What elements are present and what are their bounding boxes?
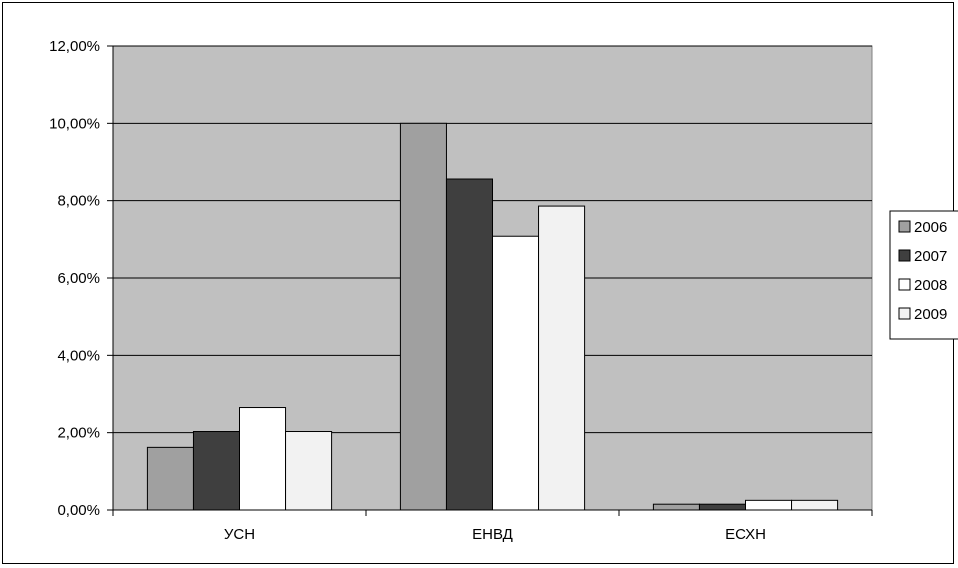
bar-2007-УСН	[192, 431, 240, 511]
legend: 2006 2007 2008 2009	[889, 210, 958, 340]
bar-2006-ЕНВД	[399, 122, 447, 511]
y-tick-label: 4,00%	[57, 347, 100, 364]
bar-2008-ЕНВД	[492, 235, 540, 511]
legend-swatch	[898, 249, 911, 262]
legend-swatch	[898, 278, 911, 291]
category-label: ЕСХН	[725, 526, 766, 543]
y-tick-label: 12,00%	[49, 38, 100, 55]
y-tick-labels: 0,00% 2,00% 4,00% 6,00% 8,00% 10,00% 12,00%	[49, 38, 100, 519]
legend-label: 2009	[914, 306, 947, 323]
legend-label: 2008	[914, 277, 947, 294]
y-tick-label: 0,00%	[57, 502, 100, 519]
category-labels: УСН ЕНВД ЕСХН	[224, 526, 766, 543]
bars	[146, 122, 839, 511]
bar-2009-ЕСХН	[791, 499, 839, 511]
legend-label: 2006	[914, 219, 947, 236]
bar-2008-УСН	[239, 407, 287, 511]
axes	[107, 45, 873, 516]
bar-2008-ЕСХН	[745, 499, 793, 511]
legend-swatch	[898, 220, 911, 233]
category-label: ЕНВД	[472, 526, 513, 543]
bar-2006-ЕСХН	[652, 503, 700, 511]
legend-swatch	[898, 307, 911, 320]
legend-label: 2007	[914, 248, 947, 265]
bar-2009-ЕНВД	[538, 205, 586, 511]
y-tick-label: 2,00%	[57, 425, 100, 442]
category-label: УСН	[224, 526, 255, 543]
y-tick-label: 6,00%	[57, 270, 100, 287]
y-tick-label: 8,00%	[57, 193, 100, 210]
y-tick-label: 10,00%	[49, 115, 100, 132]
bar-2007-ЕНВД	[445, 178, 494, 511]
bar-2009-УСН	[285, 431, 333, 511]
bar-2006-УСН	[146, 446, 194, 511]
bar-2007-ЕСХН	[698, 503, 746, 511]
